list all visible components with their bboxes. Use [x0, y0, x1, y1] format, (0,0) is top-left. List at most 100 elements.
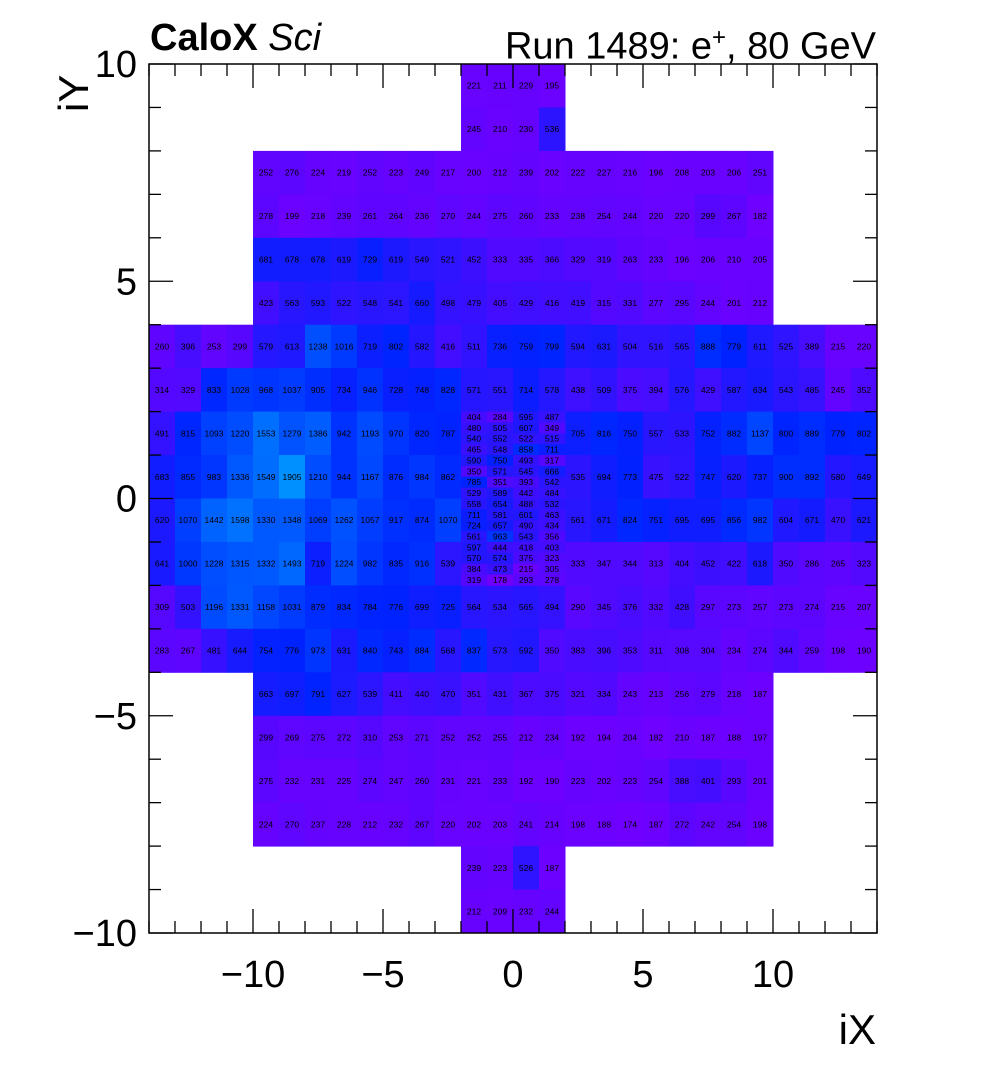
heatmap-cell	[643, 672, 670, 717]
cell-value-label: 243	[623, 689, 637, 699]
heatmap-cell	[591, 237, 618, 282]
heatmap-cell	[513, 422, 540, 434]
cell-value-label: 536	[545, 124, 559, 134]
heatmap-cell	[383, 585, 410, 630]
cell-value-label: 190	[857, 646, 871, 656]
heatmap-cell	[175, 541, 202, 586]
heatmap-cell	[435, 802, 462, 847]
heatmap-cell	[149, 455, 176, 499]
cell-value-label: 252	[363, 168, 377, 178]
cell-value-label: 963	[493, 531, 507, 541]
heatmap-cell	[435, 281, 462, 326]
cell-value-label: 1137	[751, 428, 770, 438]
heatmap-cell	[149, 411, 176, 456]
cell-value-label: 654	[493, 499, 507, 509]
heatmap-cell	[487, 368, 514, 413]
heatmap-cell	[331, 672, 358, 717]
cell-value-label: 323	[857, 559, 871, 569]
heatmap-cell	[513, 759, 540, 804]
heatmap-cell	[357, 498, 384, 543]
cell-value-label: 481	[207, 646, 221, 656]
cell-value-label: 568	[441, 646, 455, 656]
cell-value-label: 309	[155, 602, 169, 612]
cell-value-label: 548	[493, 445, 507, 455]
heatmap-cell	[513, 487, 540, 499]
heatmap-cell	[539, 150, 566, 195]
heatmap-cell	[539, 846, 566, 891]
cell-value-label: 942	[337, 428, 351, 438]
heatmap-cell	[409, 324, 436, 369]
heatmap-cell	[461, 455, 488, 467]
heatmap-cell	[461, 368, 488, 413]
cell-value-labels: 221 211 229 195 245 210 230 536 252 276 224 219 252 2…	[155, 81, 871, 917]
heatmap-cell	[253, 281, 280, 326]
cell-value-label: 779	[831, 428, 845, 438]
heatmap-cell	[721, 541, 748, 586]
cell-value-label: 494	[545, 602, 559, 612]
cell-value-label: 419	[571, 298, 585, 308]
heatmap-cell	[747, 715, 774, 760]
cell-value-label: 558	[467, 499, 481, 509]
heatmap-cell	[565, 324, 592, 369]
heatmap-cell	[773, 628, 800, 673]
heatmap-cell	[695, 802, 722, 847]
cell-value-label: 532	[545, 499, 559, 509]
heatmap-cell	[487, 476, 514, 489]
heatmap-cell	[591, 498, 618, 543]
cell-value-label: 540	[467, 434, 481, 444]
cell-value-label: 983	[207, 472, 221, 482]
heatmap-cell	[643, 585, 670, 630]
cell-value-label: 278	[259, 211, 273, 221]
cell-value-label: 564	[467, 602, 481, 612]
cell-value-label: 729	[363, 255, 377, 265]
heatmap-cell	[513, 444, 540, 456]
cell-value-label: 350	[545, 646, 559, 656]
heatmap-cell	[643, 498, 670, 543]
heatmap-cell	[513, 802, 540, 847]
heatmap-cell	[799, 585, 826, 630]
heatmap-cell	[513, 541, 540, 554]
heatmap-cell	[409, 541, 436, 586]
cell-value-label: 484	[545, 488, 559, 498]
heatmap-cell	[695, 237, 722, 282]
cell-value-label: 724	[467, 521, 481, 531]
x-axis-title: iX	[838, 1006, 876, 1053]
cell-value-label: 252	[259, 168, 273, 178]
cell-value-label: 543	[519, 531, 533, 541]
heatmap-cell	[513, 194, 540, 239]
cell-value-label: 728	[389, 385, 403, 395]
heatmap-cell	[643, 759, 670, 804]
heatmap-cell	[617, 281, 644, 326]
cell-value-label: 208	[675, 168, 689, 178]
cell-value-label: 663	[259, 689, 273, 699]
heatmap-cell	[253, 237, 280, 282]
heatmap-cell	[331, 411, 358, 456]
cell-value-label: 227	[597, 168, 611, 178]
heatmap-cell	[747, 759, 774, 804]
heatmap-cell	[435, 324, 462, 369]
cell-value-label: 274	[363, 776, 377, 786]
cell-value-label: 1193	[361, 428, 380, 438]
heatmap-cell	[461, 444, 488, 456]
heatmap-cell	[513, 411, 540, 423]
heatmap-cell	[201, 368, 228, 413]
y-axis-title: iY	[50, 74, 97, 112]
heatmap-cell	[773, 455, 800, 499]
heatmap-cell	[643, 237, 670, 282]
heatmap-cell	[513, 150, 540, 195]
x-tick-label: 5	[632, 954, 653, 996]
heatmap-cell	[409, 368, 436, 413]
cell-value-label: 694	[597, 472, 611, 482]
cell-value-label: 1348	[283, 515, 302, 525]
heatmap-cell	[643, 455, 670, 499]
cell-value-label: 233	[545, 211, 559, 221]
cell-value-label: 222	[571, 168, 585, 178]
cell-value-label: 440	[415, 689, 429, 699]
heatmap-cell	[617, 455, 644, 499]
cell-value-label: 452	[701, 559, 715, 569]
heatmap-cell	[357, 324, 384, 369]
cell-value-label: 473	[493, 564, 507, 574]
cell-value-label: 561	[571, 515, 585, 525]
heatmap-cell	[539, 455, 566, 467]
cell-value-label: 351	[493, 477, 507, 487]
